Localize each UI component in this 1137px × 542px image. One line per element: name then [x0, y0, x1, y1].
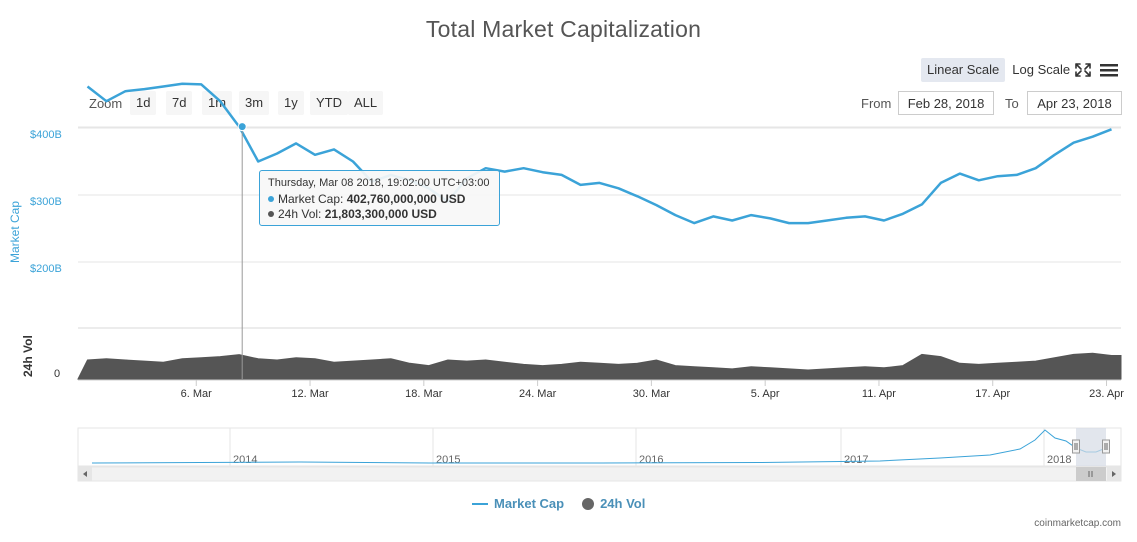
x-tick-label: 12. Mar	[291, 388, 329, 400]
log-scale-button[interactable]: Log Scale	[1012, 62, 1071, 77]
x-tick-label: 24. Mar	[519, 388, 557, 400]
tooltip-value: 402,760,000,000 USD	[346, 192, 466, 206]
x-tick-label: 6. Mar	[181, 388, 213, 400]
scroll-right-arrow-icon	[1112, 471, 1116, 477]
legend-item-market-cap[interactable]: Market Cap	[472, 496, 564, 511]
zoom-all-button[interactable]: ALL	[348, 91, 384, 115]
legend-label: Market Cap	[494, 496, 565, 511]
x-tick-label: 23. Apr	[1089, 388, 1124, 400]
volume-series	[77, 352, 1122, 380]
tooltip-row-market-cap: Market Cap: 402,760,000,000 USD	[268, 192, 491, 207]
range-to-input[interactable]	[1027, 91, 1122, 115]
range-to-label: To	[1005, 96, 1019, 111]
scale-toggle-group: Linear Scale Log Scale	[921, 58, 1076, 82]
x-tick-label: 5. Apr	[751, 388, 780, 400]
y-tick-label: $300B	[30, 196, 62, 208]
legend: Market Cap 24h Vol	[472, 496, 663, 511]
volume-dot-icon	[268, 210, 274, 217]
zoom-1y-button[interactable]: 1y	[278, 91, 304, 115]
volume-area	[77, 352, 1122, 380]
tooltip-label: 24h Vol:	[278, 207, 322, 221]
data-tooltip: Thursday, Mar 08 2018, 19:02:00 UTC+03:0…	[259, 170, 500, 226]
y-tick-label: $200B	[30, 263, 62, 275]
scrollbar-thumb	[1076, 467, 1106, 481]
volume-tick-label: 0	[54, 368, 60, 380]
fullscreen-icon[interactable]	[1072, 60, 1094, 80]
navigator[interactable]: 2014 2015 2016 2017 2018	[77, 427, 1122, 482]
axes: $200B $300B $400B Market Cap 24h Vol 0 6. Mar 1…	[8, 129, 1124, 400]
legend-item-volume[interactable]: 24h Vol	[582, 496, 645, 511]
tooltip-value: 21,803,300,000 USD	[324, 207, 437, 221]
legend-label: 24h Vol	[600, 496, 646, 511]
dot-icon	[582, 497, 595, 510]
tooltip-date: Thursday, Mar 08 2018, 19:02:00 UTC+03:0…	[268, 177, 490, 189]
scroll-left-arrow-icon	[83, 471, 87, 477]
market-cap-series	[86, 82, 1112, 225]
credit-link[interactable]: coinmarketcap.com	[1034, 518, 1121, 529]
range-from-input[interactable]	[898, 91, 994, 115]
navigator-year-label: 2014	[233, 454, 257, 466]
navigator-year-label: 2017	[844, 454, 868, 466]
navigator-year-label: 2015	[436, 454, 460, 466]
navigator-handle	[1102, 439, 1110, 454]
scrollbar-track	[77, 466, 1122, 482]
x-tick-label: 18. Mar	[405, 388, 443, 400]
zoom-3m-button[interactable]: 3m	[239, 91, 270, 115]
hover-point	[237, 122, 247, 132]
linear-scale-button[interactable]: Linear Scale	[921, 58, 1006, 82]
navigator-handle	[1072, 439, 1080, 454]
zoom-ytd-button[interactable]: YTD	[310, 91, 348, 115]
navigator-year-label: 2018	[1047, 454, 1071, 466]
zoom-1d-button[interactable]: 1d	[130, 91, 157, 115]
y-axis-title: Market Cap	[8, 201, 22, 263]
zoom-7d-button[interactable]: 7d	[166, 91, 193, 115]
tooltip-label: Market Cap:	[278, 192, 344, 206]
x-tick-label: 11. Apr	[862, 388, 896, 400]
market-cap-line	[86, 82, 1112, 225]
chart-title: Total Market Capitalization	[425, 16, 702, 42]
zoom-label: Zoom	[89, 96, 123, 111]
crosshair	[237, 122, 247, 379]
market-cap-dot-icon	[268, 195, 274, 202]
x-tick-label: 30. Mar	[633, 388, 671, 400]
y-tick-label: $400B	[30, 129, 62, 141]
navigator-year-label: 2016	[639, 454, 663, 466]
line-icon	[472, 502, 488, 505]
zoom-1m-button[interactable]: 1m	[202, 91, 233, 115]
navigator-frame	[77, 427, 1122, 467]
menu-icon[interactable]	[1098, 60, 1120, 80]
navigator-selection	[1076, 428, 1106, 466]
volume-axis-title: 24h Vol	[21, 335, 35, 377]
range-from-label: From	[861, 96, 892, 111]
tooltip-row-volume: 24h Vol: 21,803,300,000 USD	[268, 207, 491, 222]
grid-lines	[78, 126, 1121, 329]
x-tick-label: 17. Apr	[975, 388, 1010, 400]
